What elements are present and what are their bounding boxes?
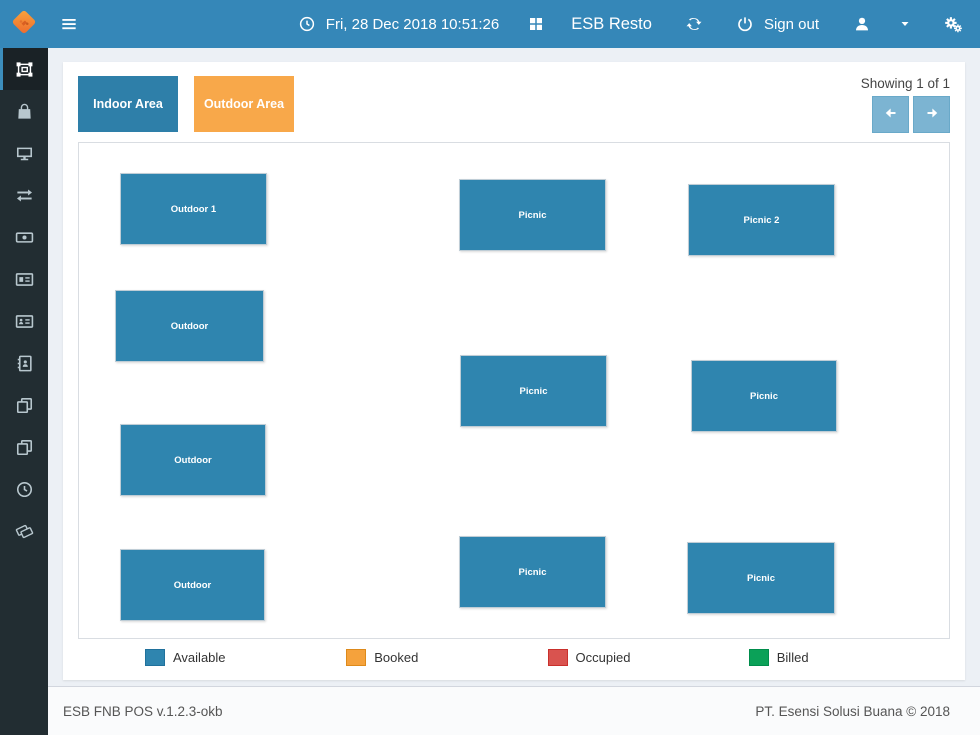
paging-status: Showing 1 of 1 [860, 76, 950, 91]
sidebar-item-tickets[interactable] [0, 510, 48, 552]
id-card-icon [15, 270, 34, 289]
sidebar-item-cash[interactable] [0, 216, 48, 258]
next-page-button[interactable] [913, 96, 950, 133]
menu-icon[interactable] [48, 0, 90, 48]
card-header: Indoor Area Outdoor Area Showing 1 of 1 [78, 76, 950, 133]
gears-icon[interactable] [944, 15, 962, 33]
prev-page-button[interactable] [872, 96, 909, 133]
copy-icon [15, 396, 34, 415]
table-label: Picnic [750, 390, 778, 402]
area-tabs: Indoor Area Outdoor Area [78, 76, 294, 132]
table-picnic[interactable]: Picnic [691, 360, 837, 432]
esb-logo-icon [9, 7, 39, 42]
sidebar-item-history[interactable] [0, 468, 48, 510]
sidebar-item-floor-plan[interactable] [0, 48, 48, 90]
status-legend: Available Booked Occupied Billed [78, 639, 950, 670]
sign-out-button[interactable]: Sign out [736, 15, 819, 33]
floor-card: Indoor Area Outdoor Area Showing 1 of 1 [63, 62, 965, 680]
contact-card-icon [15, 312, 34, 331]
tab-indoor-area[interactable]: Indoor Area [78, 76, 178, 132]
legend-label: Booked [374, 650, 419, 665]
table-label: Picnic [519, 385, 548, 397]
table-picnic[interactable]: Picnic [687, 542, 835, 614]
main-content: Indoor Area Outdoor Area Showing 1 of 1 [48, 48, 980, 680]
table-picnic[interactable]: Picnic [460, 355, 607, 427]
app-name[interactable]: ESB Resto [571, 14, 652, 33]
monitor-icon [15, 144, 34, 163]
tags-icon [15, 522, 34, 541]
sidebar-item-transfer[interactable] [0, 174, 48, 216]
money-icon [15, 228, 34, 247]
app-logo[interactable] [0, 0, 48, 48]
table-label: Picnic [747, 572, 775, 584]
arrow-left-icon [882, 104, 900, 125]
sidebar-item-copy[interactable] [0, 384, 48, 426]
sidebar-item-address-book[interactable] [0, 342, 48, 384]
sidebar-item-orders[interactable] [0, 90, 48, 132]
table-label: Picnic 2 [743, 214, 780, 226]
paging-controls: Showing 1 of 1 [861, 76, 950, 133]
sidebar-item-monitor[interactable] [0, 132, 48, 174]
legend-swatch [547, 649, 568, 666]
caret-down-icon[interactable] [899, 18, 911, 30]
shopping-bag-icon [15, 102, 34, 121]
exchange-icon [15, 186, 34, 205]
table-label: Picnic [518, 209, 547, 221]
topbar: Fri, 28 Dec 2018 10:51:26 ESB Resto Sign… [0, 0, 980, 48]
legend-item-available: Available [145, 649, 346, 666]
table-picnic[interactable]: Picnic [459, 179, 606, 251]
table-outdoor[interactable]: Outdoor [115, 290, 264, 362]
power-icon [736, 15, 754, 33]
address-book-icon [15, 354, 34, 373]
table-outdoor-1[interactable]: Outdoor 1 [120, 173, 267, 245]
legend-item-billed: Billed [748, 649, 950, 666]
copy-icon [15, 438, 34, 457]
footer: ESB FNB POS v.1.2.3-okb PT. Esensi Solus… [48, 686, 980, 735]
sidebar-item-contact-card[interactable] [0, 300, 48, 342]
legend-item-booked: Booked [346, 649, 547, 666]
legend-swatch [748, 649, 769, 666]
table-label: Outdoor 1 [170, 203, 217, 215]
legend-label: Billed [776, 650, 809, 665]
app-version: ESB FNB POS v.1.2.3-okb [63, 703, 223, 719]
table-outdoor[interactable]: Outdoor [120, 424, 266, 496]
floor-plan: Outdoor 1 Picnic Picnic 2 Outdoor Picnic Picn… [78, 142, 950, 639]
legend-label: Occupied [575, 650, 631, 665]
table-outdoor[interactable]: Outdoor [120, 549, 265, 621]
legend-swatch [346, 649, 367, 666]
table-label: Outdoor [170, 320, 209, 332]
sign-out-label: Sign out [763, 15, 819, 33]
legend-item-occupied: Occupied [547, 649, 749, 666]
grid-icon[interactable] [527, 15, 545, 33]
sidebar-item-id-card[interactable] [0, 258, 48, 300]
copyright: PT. Esensi Solusi Buana © 2018 [755, 703, 950, 719]
refresh-icon[interactable] [685, 15, 703, 33]
object-group-icon [15, 60, 34, 79]
legend-swatch [145, 649, 165, 666]
legend-label: Available [173, 650, 226, 665]
sidebar [0, 48, 48, 735]
sidebar-item-copy-alt[interactable] [0, 426, 48, 468]
user-icon[interactable] [853, 15, 871, 33]
clock-icon [298, 15, 316, 33]
table-label: Outdoor [173, 579, 212, 591]
tab-outdoor-area[interactable]: Outdoor Area [194, 76, 294, 132]
table-picnic[interactable]: Picnic [459, 536, 606, 608]
table-label: Outdoor [174, 454, 212, 466]
arrow-right-icon [923, 104, 941, 125]
table-label: Picnic [518, 566, 547, 578]
clock-icon [15, 480, 34, 499]
datetime: Fri, 28 Dec 2018 10:51:26 [298, 15, 499, 33]
table-picnic-2[interactable]: Picnic 2 [688, 184, 835, 256]
datetime-text: Fri, 28 Dec 2018 10:51:26 [325, 15, 500, 33]
